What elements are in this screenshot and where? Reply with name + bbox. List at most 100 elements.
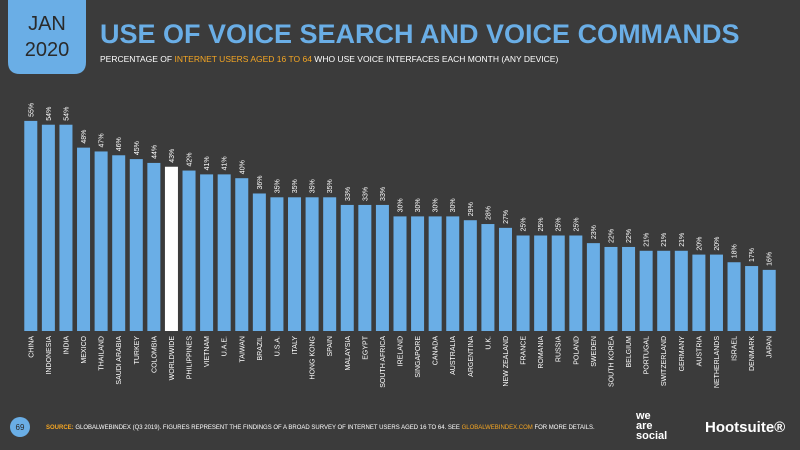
date-year: 2020 [25, 39, 70, 61]
category-label: U.K. [485, 336, 492, 350]
category-label: SWEDEN [591, 336, 598, 367]
value-label: 20% [714, 237, 721, 251]
value-label: 23% [591, 225, 598, 239]
category-label: ITALY [292, 336, 299, 355]
source-label: SOURCE: [46, 425, 74, 431]
plot: 55% CHINA 54% INDONESIA 54% INDIA 48% MEXICO 47%… [24, 103, 776, 388]
source: SOURCE: GLOBALWEBINDEX (Q3 2019). FIGURE… [46, 425, 595, 431]
bar [534, 235, 548, 331]
category-label: NETHERLANDS [714, 336, 721, 388]
subtitle-part: PERCENTAGE OF [100, 54, 174, 64]
value-label: 25% [538, 217, 545, 231]
value-label: 30% [433, 198, 440, 212]
value-label: 29% [468, 202, 475, 216]
value-label: 20% [696, 237, 703, 251]
bar [24, 120, 38, 332]
category-label: TURKEY [134, 336, 141, 365]
category-label: POLAND [573, 336, 580, 365]
page-number: 69 [16, 423, 25, 432]
bar [164, 166, 178, 331]
value-label: 35% [310, 179, 317, 193]
bar [59, 124, 73, 331]
logo-hootsuite: Hootsuite® [705, 419, 785, 436]
bar [217, 174, 231, 331]
category-label: SOUTH KOREA [608, 336, 615, 387]
value-label: 21% [679, 233, 686, 247]
bar [288, 197, 302, 331]
category-label: VIETNAM [204, 336, 211, 367]
source-text: GLOBALWEBINDEX (Q3 2019). FIGURES REPRES… [74, 425, 462, 431]
bar [252, 193, 266, 331]
value-label: 30% [450, 198, 457, 212]
subtitle: PERCENTAGE OF INTERNET USERS AGED 16 TO … [100, 54, 558, 64]
value-label: 27% [503, 210, 510, 224]
category-label: COLOMBIA [151, 336, 158, 373]
bar [446, 216, 460, 331]
value-label: 35% [327, 179, 334, 193]
category-label: IRELAND [398, 336, 405, 366]
logo-we: we [635, 410, 651, 422]
value-label: 17% [749, 248, 756, 262]
value-label: 40% [239, 160, 246, 174]
category-label: THAILAND [99, 336, 106, 371]
value-label: 33% [345, 187, 352, 201]
value-label: 28% [485, 206, 492, 220]
category-label: MEXICO [81, 335, 88, 363]
category-label: PHILIPPINES [187, 336, 194, 380]
bar [762, 269, 776, 331]
category-label: AUSTRALIA [450, 336, 457, 375]
category-label: SPAIN [327, 336, 334, 357]
value-label: 30% [415, 198, 422, 212]
bar [586, 243, 600, 331]
category-label: MALAYSIA [345, 336, 352, 371]
category-label: ISRAEL [732, 336, 739, 361]
date-month: JAN [28, 13, 66, 35]
category-label: WORLDWIDE [169, 336, 176, 381]
bar [604, 246, 618, 331]
category-label: SAUDI ARABIA [116, 336, 123, 385]
category-label: SWITZERLAND [661, 336, 668, 386]
category-label: ARGENTINA [468, 336, 475, 377]
subtitle-highlight: INTERNET USERS AGED 16 TO 64 [174, 54, 312, 64]
bar [463, 220, 477, 331]
category-label: PORTUGAL [644, 336, 651, 374]
value-label: 18% [732, 244, 739, 258]
bar [94, 151, 108, 331]
value-label: 48% [81, 130, 88, 144]
value-label: 25% [556, 217, 563, 231]
bar [692, 254, 706, 331]
category-label: SINGAPORE [415, 336, 422, 378]
value-label: 44% [151, 145, 158, 159]
value-label: 22% [608, 229, 615, 243]
bar [375, 204, 389, 331]
category-label: U.S.A. [274, 336, 281, 356]
bar [639, 250, 653, 331]
category-label: JAPAN [767, 336, 774, 358]
bar [674, 250, 688, 331]
category-label: BELGIUM [626, 336, 633, 368]
logo-social: social [636, 430, 667, 442]
bar [657, 250, 671, 331]
category-label: INDIA [63, 336, 70, 355]
bar [516, 235, 530, 331]
value-label: 43% [169, 149, 176, 163]
category-label: RUSSIA [556, 336, 563, 362]
category-label: HONG KONG [310, 336, 317, 380]
logo-are: are [636, 420, 653, 432]
category-label: FRANCE [521, 336, 528, 365]
value-label: 42% [187, 153, 194, 167]
bar [323, 197, 337, 331]
category-label: GERMANY [679, 336, 686, 372]
value-label: 35% [274, 179, 281, 193]
title: USE OF VOICE SEARCH AND VOICE COMMANDS [100, 19, 740, 49]
value-label: 30% [398, 198, 405, 212]
bar [622, 246, 636, 331]
value-label: 25% [521, 217, 528, 231]
value-label: 55% [28, 103, 35, 117]
value-label: 41% [222, 156, 229, 170]
bar [182, 170, 196, 331]
category-label: DENMARK [749, 336, 756, 371]
value-label: 47% [99, 133, 106, 147]
bar [200, 174, 214, 331]
